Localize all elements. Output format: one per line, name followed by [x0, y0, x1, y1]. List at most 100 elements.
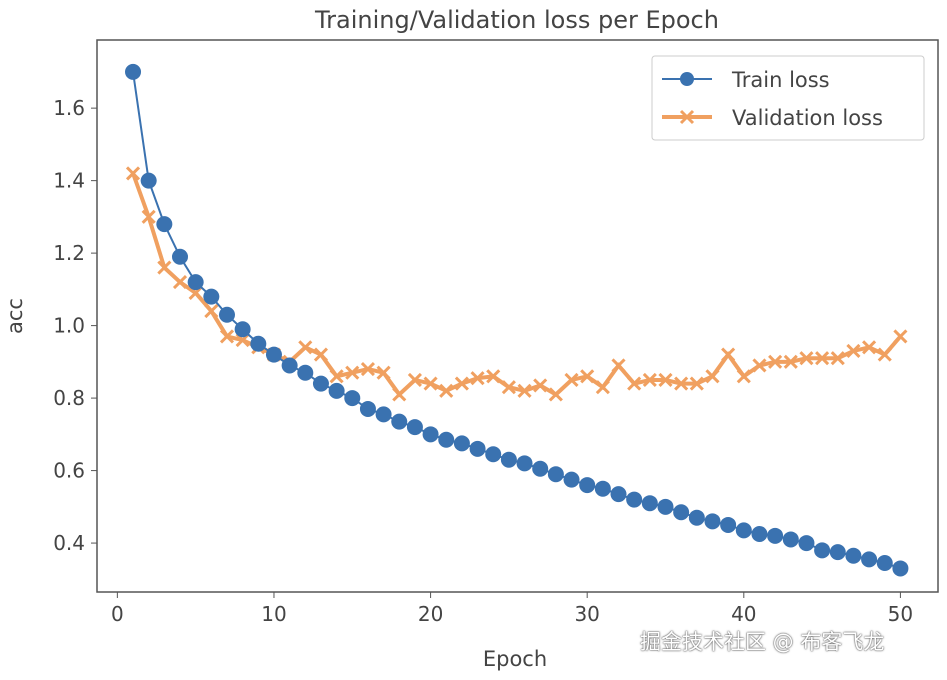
validation-loss-point	[329, 369, 344, 384]
train-loss-point	[641, 495, 658, 512]
train-loss-point	[845, 547, 862, 564]
train-loss-point	[892, 560, 909, 577]
y-tick-label: 0.8	[53, 386, 85, 410]
train-loss-point	[234, 321, 251, 338]
validation-loss-point	[423, 376, 438, 391]
train-loss-point	[438, 431, 455, 448]
validation-loss-point	[893, 329, 908, 344]
validation-loss-point	[768, 354, 783, 369]
train-loss-point	[328, 382, 345, 399]
validation-loss-point	[799, 351, 814, 366]
x-tick-label: 30	[574, 602, 599, 626]
train-loss-point	[125, 63, 142, 80]
validation-loss-point	[125, 166, 141, 181]
validation-loss-point	[846, 343, 861, 359]
validation-loss-point	[689, 376, 704, 391]
validation-loss-point	[141, 209, 156, 224]
y-axis-label: acc	[3, 298, 27, 334]
x-tick-label: 20	[418, 602, 443, 626]
train-loss-point	[344, 390, 361, 407]
validation-loss-point	[345, 365, 360, 380]
validation-loss-point	[172, 275, 188, 290]
validation-loss-point	[752, 358, 767, 373]
train-loss-point	[610, 486, 627, 503]
legend: Train loss Validation loss	[651, 55, 925, 141]
train-loss-point	[469, 440, 486, 457]
validation-loss-point	[360, 362, 375, 377]
x-axis: 0 10 20 30 40 50	[111, 592, 913, 626]
legend-marker-validation	[679, 109, 695, 125]
validation-loss-point	[705, 369, 720, 384]
train-loss-point	[657, 498, 674, 515]
train-loss-point	[359, 400, 376, 417]
train-loss-point	[312, 375, 329, 392]
plot-frame	[96, 39, 939, 593]
y-tick-label: 1.6	[53, 96, 85, 120]
validation-loss-point	[376, 365, 391, 380]
train-loss-point	[156, 216, 173, 233]
train-loss-point	[297, 364, 314, 381]
train-loss-point	[422, 426, 439, 443]
x-tick-label: 50	[888, 602, 913, 626]
validation-loss-point	[548, 387, 563, 402]
y-tick-label: 1.0	[53, 314, 85, 338]
x-axis-label: Epoch	[483, 647, 547, 671]
train-loss-point	[532, 460, 549, 477]
watermark: 掘金技术社区 @ 布客飞龙	[640, 630, 885, 654]
train-loss-point	[704, 513, 721, 530]
legend-label-validation: Validation loss	[732, 106, 883, 130]
train-loss-point	[265, 346, 282, 363]
train-loss-point	[406, 419, 423, 436]
validation-loss-point	[533, 378, 548, 393]
validation-loss-point	[580, 369, 595, 384]
train-loss-point	[688, 509, 705, 526]
validation-loss-point	[721, 347, 736, 362]
train-loss-point	[140, 172, 157, 189]
train-loss-point	[218, 306, 235, 323]
train-loss-point	[876, 555, 893, 572]
train-loss-point	[798, 535, 815, 552]
validation-loss-point	[439, 383, 454, 398]
x-tick-label: 0	[111, 602, 124, 626]
validation-loss-point	[815, 351, 830, 366]
validation-loss-point	[627, 376, 642, 391]
validation-loss-point	[501, 380, 516, 395]
train-loss-point	[187, 274, 204, 291]
train-loss-point	[735, 522, 752, 539]
validation-loss-point	[736, 369, 751, 384]
train-loss-point	[767, 527, 784, 544]
train-loss-point	[203, 288, 220, 305]
train-loss-point	[547, 466, 564, 483]
validation-loss-point	[392, 387, 407, 402]
validation-loss-point	[204, 304, 219, 319]
series-layer	[125, 63, 909, 577]
validation-loss-point	[470, 371, 485, 386]
y-tick-label: 0.6	[53, 459, 85, 483]
train-loss-point	[782, 531, 799, 548]
train-loss-point	[172, 248, 189, 265]
validation-loss-point	[564, 372, 579, 388]
validation-loss-point	[157, 260, 172, 275]
train-loss-point	[375, 406, 392, 423]
validation-loss-point	[313, 347, 329, 362]
train-loss-point	[563, 471, 580, 488]
train-loss-point	[516, 455, 533, 472]
train-loss-point	[673, 504, 690, 521]
legend-label-train: Train loss	[731, 68, 830, 92]
y-axis: 0.4 0.6 0.8 1.0 1.2 1.4 1.6	[53, 96, 97, 555]
train-loss-point	[453, 435, 470, 452]
validation-loss-point	[658, 372, 673, 388]
train-loss-point	[829, 544, 846, 561]
train-loss-point	[626, 491, 643, 508]
train-loss-point	[751, 526, 768, 543]
y-tick-label: 1.2	[53, 241, 85, 265]
validation-loss-point	[830, 351, 845, 366]
validation-loss-point	[219, 329, 235, 344]
validation-loss-point	[595, 380, 610, 395]
validation-loss-point	[454, 376, 469, 391]
validation-loss-point	[407, 372, 422, 388]
validation-loss-point	[642, 372, 657, 388]
train-loss-point	[861, 551, 878, 568]
train-loss-point	[579, 477, 596, 494]
